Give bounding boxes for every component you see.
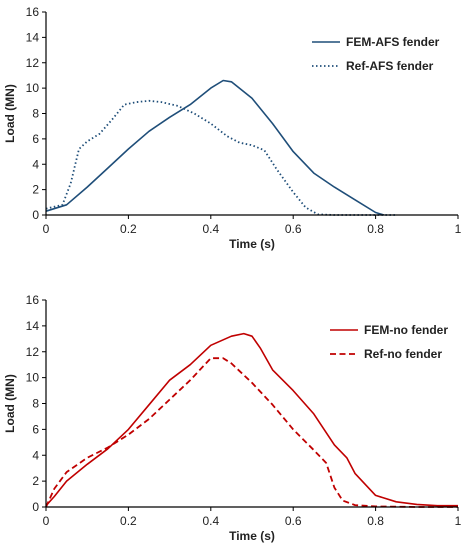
x-tick-label: 0 <box>43 222 50 236</box>
y-tick-label: 16 <box>26 293 40 307</box>
y-axis-label: Load (MN) <box>3 84 17 143</box>
y-tick-label: 4 <box>32 157 39 171</box>
chart-panel-2: 0 2 4 6 8 10 12 14 16 0 0.2 0.4 0.6 0.8 1 Time (s) Load … <box>3 293 462 543</box>
y-tick-label: 6 <box>32 422 39 436</box>
y-tick-label: 4 <box>32 448 39 462</box>
legend-label: FEM-no fender <box>364 323 448 337</box>
y-tick-label: 2 <box>32 474 39 488</box>
y-tick-label: 8 <box>32 397 39 411</box>
y-tick-label: 14 <box>26 319 40 333</box>
x-tick-label: 0.6 <box>285 222 302 236</box>
series-line-1 <box>45 79 385 216</box>
y-tick-label: 16 <box>26 5 40 19</box>
x-tick-label: 1 <box>455 222 462 236</box>
x-tick-label: 0.4 <box>202 514 219 528</box>
y-tick-label: 10 <box>26 81 40 95</box>
x-tick-label: 0 <box>43 514 50 528</box>
x-tick-label: 0.2 <box>120 514 137 528</box>
x-tick-label: 0.8 <box>367 222 384 236</box>
x-axis-label: Time (s) <box>229 237 275 251</box>
x-tick-label: 1 <box>455 514 462 528</box>
y-tick-label: 14 <box>26 30 40 44</box>
series-line-2 <box>45 357 458 508</box>
y-tick-label: 6 <box>32 132 39 146</box>
legend-label: Ref-no fender <box>364 347 442 361</box>
series-line-2 <box>45 99 397 216</box>
y-tick-label: 12 <box>26 56 40 70</box>
x-tick-label: 0.2 <box>120 222 137 236</box>
x-axis-label: Time (s) <box>229 529 275 543</box>
y-tick-label: 0 <box>32 208 39 222</box>
legend-label: FEM-AFS fender <box>346 35 440 49</box>
y-axis-label: Load (MN) <box>3 374 17 433</box>
x-tick-label: 0.4 <box>202 222 219 236</box>
x-tick-label: 0.6 <box>285 514 302 528</box>
x-tick-label: 0.8 <box>367 514 384 528</box>
chart-panel-1: 0 2 4 6 8 10 12 14 16 0 0.2 0.4 0.6 0.8 1 Time (s) Load … <box>3 5 462 251</box>
series-line-1 <box>45 332 458 507</box>
y-tick-label: 2 <box>32 183 39 197</box>
y-tick-label: 10 <box>26 371 40 385</box>
y-tick-label: 8 <box>32 107 39 121</box>
y-tick-label: 0 <box>32 500 39 514</box>
y-tick-label: 12 <box>26 345 40 359</box>
legend-label: Ref-AFS fender <box>346 59 434 73</box>
